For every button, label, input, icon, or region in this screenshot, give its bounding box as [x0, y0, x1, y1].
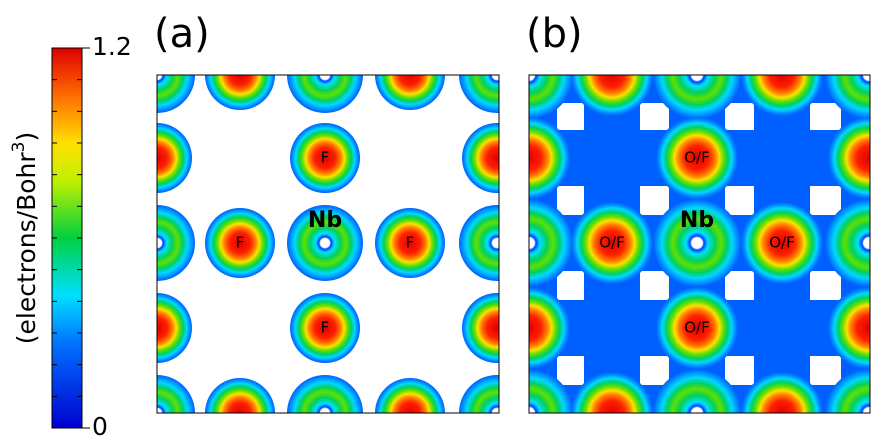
- ligand-site: [157, 123, 192, 193]
- ligand-site: [828, 117, 870, 199]
- ligand-label: F: [321, 319, 330, 337]
- metal-site: [459, 205, 499, 281]
- ligand-site: [462, 293, 499, 363]
- metal-site: [459, 75, 499, 113]
- panel-plot: [529, 75, 870, 413]
- ligand-site: [741, 202, 823, 284]
- ligand-label: F: [406, 234, 415, 252]
- metal-site: [825, 75, 870, 119]
- metal-site: [529, 199, 573, 287]
- ligand-site: [741, 372, 823, 413]
- metal-site: [529, 369, 573, 413]
- ligand-site: [741, 75, 823, 116]
- metal-site: [825, 199, 870, 287]
- metal-site: [825, 369, 870, 413]
- ligand-site: [656, 287, 738, 369]
- ligand-label: O/F: [684, 149, 710, 167]
- ligand-site: [462, 123, 499, 193]
- ligand-site: [375, 208, 445, 278]
- ligand-label: F: [236, 234, 245, 252]
- metal-site: [529, 75, 573, 119]
- colorbar-tick-label: 0: [92, 412, 108, 440]
- metal-label: Nb: [680, 208, 714, 233]
- ligand-label: O/F: [599, 234, 625, 252]
- panel-frame: [156, 74, 500, 414]
- ligand-site: [290, 293, 360, 363]
- ligand-site: [571, 75, 653, 116]
- metal-site: [287, 375, 363, 413]
- metal-site: [653, 369, 741, 413]
- ligand-site: [571, 372, 653, 413]
- ligand-label: F: [321, 149, 330, 167]
- ligand-site: [529, 117, 570, 199]
- metal-site: [653, 75, 741, 119]
- metal-site: [459, 375, 499, 413]
- metal-site: [157, 205, 195, 281]
- ligand-site: [656, 117, 738, 199]
- ligand-site: [828, 287, 870, 369]
- panel-label: (a): [154, 11, 210, 57]
- ligand-site: [375, 75, 445, 110]
- ligand-site: [205, 208, 275, 278]
- colorbar-label: (electrons/Bohr3): [9, 132, 41, 345]
- ligand-label: O/F: [769, 234, 795, 252]
- metal-site: [287, 205, 363, 281]
- ligand-site: [290, 123, 360, 193]
- panel-label: (b): [526, 11, 583, 57]
- metal-label: Nb: [308, 208, 342, 233]
- colorbar-tick-label: 1.2: [92, 32, 132, 61]
- ligand-site: [375, 378, 445, 413]
- ligand-label: O/F: [684, 319, 710, 337]
- ligand-site: [205, 378, 275, 413]
- ligand-site: [571, 202, 653, 284]
- ligand-site: [529, 287, 570, 369]
- metal-site: [157, 375, 195, 413]
- panel-plot: [157, 75, 499, 413]
- ligand-site: [205, 75, 275, 110]
- metal-site: [287, 75, 363, 113]
- ligand-site: [157, 293, 192, 363]
- metal-site: [653, 199, 741, 287]
- panel-frame: [528, 74, 871, 414]
- metal-site: [157, 75, 195, 113]
